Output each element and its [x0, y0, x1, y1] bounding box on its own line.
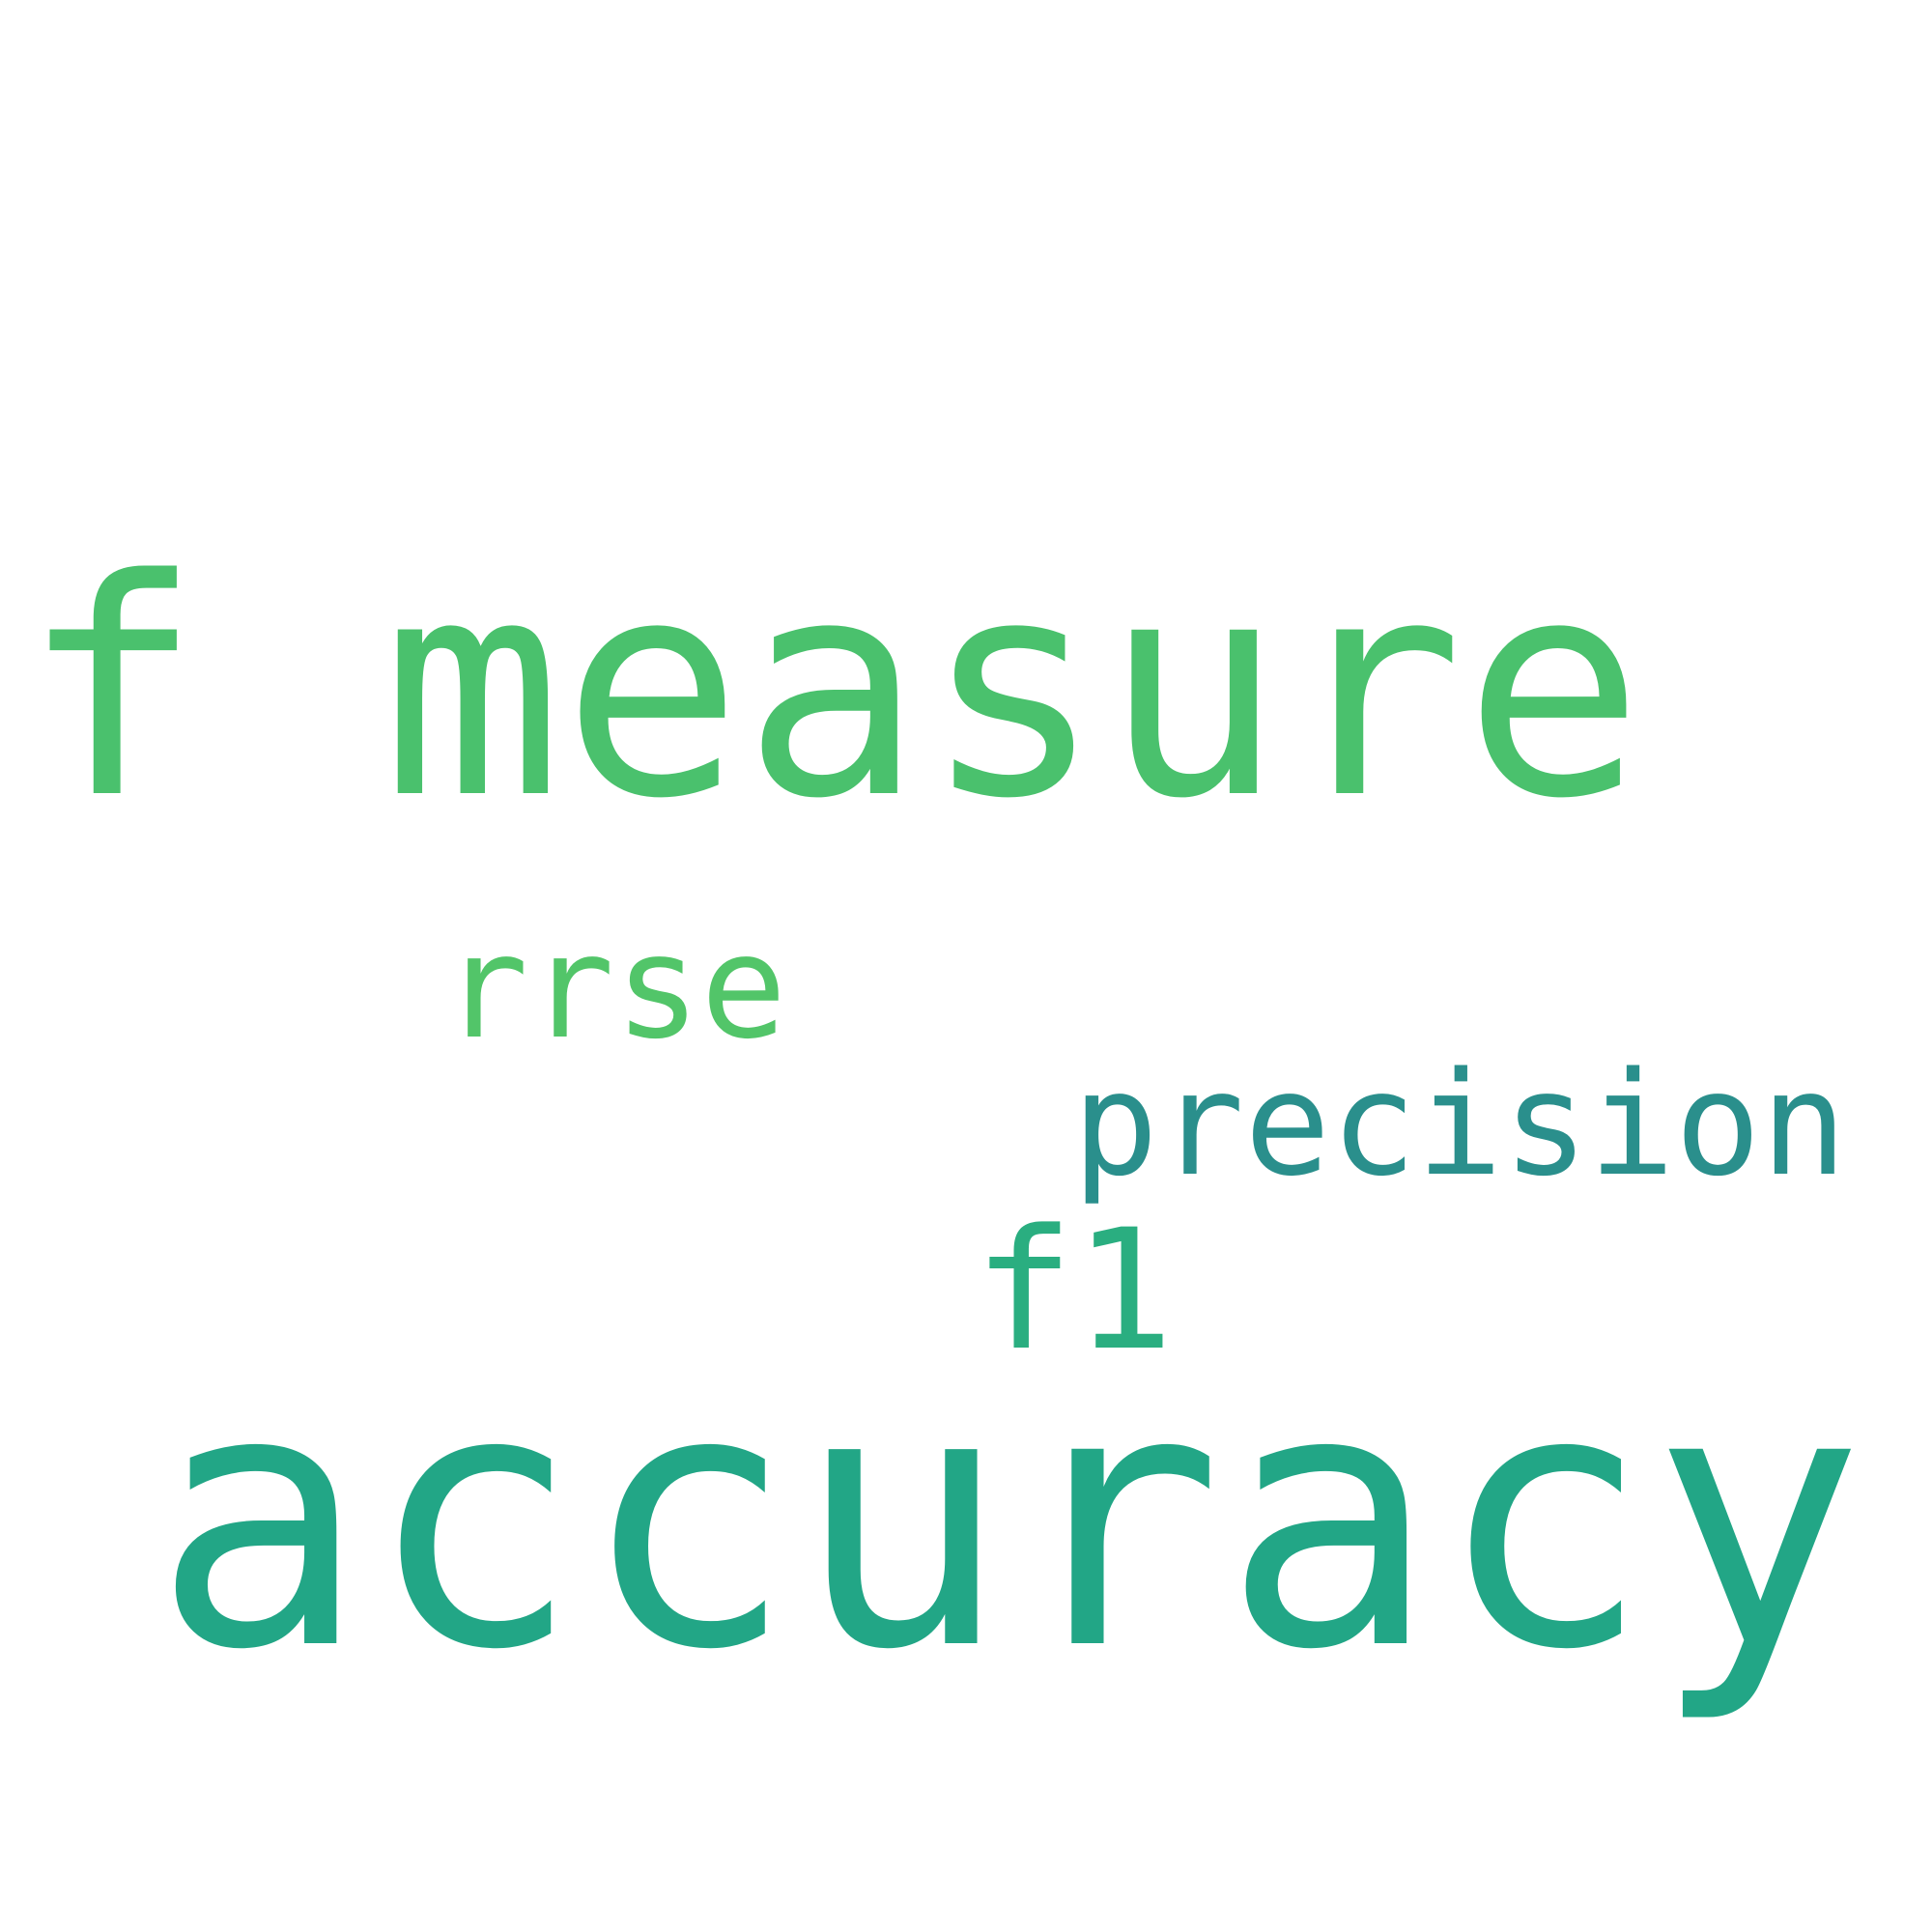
word-rrse: rrse: [442, 904, 787, 1070]
word-precision: precision: [1072, 1041, 1847, 1208]
word-f1: f1: [974, 1193, 1175, 1387]
word-f-measure: f measure: [21, 516, 1644, 865]
word-accuracy: accuracy: [153, 1313, 1865, 1727]
